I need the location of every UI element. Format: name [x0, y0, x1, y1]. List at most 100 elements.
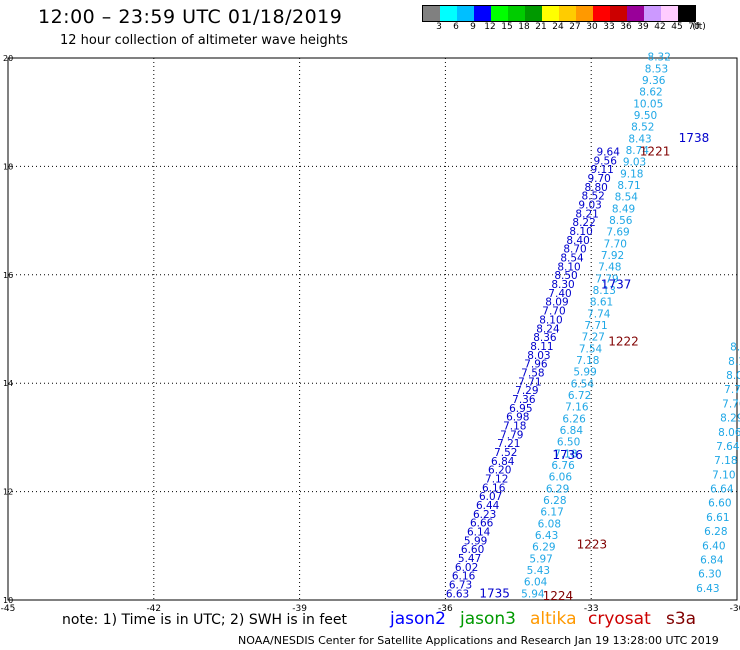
wave-height-value: 6.40: [702, 540, 725, 552]
wave-height-value: 7.96: [524, 359, 548, 371]
wave-height-value: 6.72: [568, 390, 591, 402]
wave-height-value: 6.29: [546, 483, 569, 495]
wave-height-value: 6.08: [538, 518, 561, 530]
wave-height-value: 5.47: [458, 553, 481, 565]
wave-height-value: 8.22: [572, 217, 595, 229]
wave-height-value: 6.64: [710, 484, 734, 496]
wave-height-value: 7.58: [521, 367, 544, 379]
wave-height-value: 8.52: [581, 191, 604, 203]
wave-height-value: 6.14: [467, 526, 491, 538]
wave-height-value: 8.54: [560, 253, 584, 265]
wave-height-value: 6.23: [473, 509, 496, 521]
colorbar-swatch: [593, 6, 610, 21]
wave-height-value: 8.09: [545, 297, 568, 309]
wave-height-value: 9.18: [620, 168, 643, 180]
credit-line: NOAA/NESDIS Center for Satellite Applica…: [238, 634, 719, 647]
satellite-legend-jason2: jason2: [390, 609, 446, 629]
colorbar-swatch: [457, 6, 474, 21]
wave-height-value: 8.62: [639, 87, 662, 99]
wave-height-value: 6.29: [532, 542, 555, 554]
wave-height-value: 5.94: [521, 588, 545, 600]
wave-height-value: 6.95: [509, 403, 532, 415]
wave-height-value: 8.22: [730, 342, 740, 354]
wave-height-value: 8.32: [648, 52, 671, 64]
colorbar-label: 12: [484, 22, 496, 32]
wave-height-value: 8.03: [527, 350, 550, 362]
colorbar-swatch: [491, 6, 508, 21]
wave-height-value: 8.13: [728, 356, 740, 368]
wave-height-value: 5.99: [573, 367, 596, 379]
wave-height-value: 8.29: [720, 413, 740, 425]
wave-height-value: 7.79: [595, 273, 618, 285]
wave-height-value: 8.21: [575, 208, 598, 220]
wave-height-value: 6.04: [524, 577, 548, 589]
wave-height-value: 8.13: [593, 285, 616, 297]
wave-height-value: 6.02: [455, 562, 478, 574]
wave-height-value: 7.40: [548, 288, 571, 300]
wave-height-value: 8.74: [626, 145, 650, 157]
wave-height-value: 8.61: [590, 297, 613, 309]
wave-height-value: 5.99: [464, 535, 487, 547]
wave-height-value: 7.92: [601, 250, 624, 262]
pass-time-label: 1736: [552, 448, 583, 462]
lon-tick-label: -42: [146, 604, 161, 614]
wave-height-value: 7.10: [712, 469, 735, 481]
wave-height-value: 7.70: [542, 306, 565, 318]
wave-height-value: 6.50: [557, 437, 580, 449]
colorbar-label: 21: [535, 22, 547, 32]
satellite-legend-jason3: jason3: [460, 609, 516, 629]
colorbar-swatch: [610, 6, 627, 21]
wave-height-value: 7.12: [485, 473, 508, 485]
wave-height-value: 6.63: [446, 588, 469, 600]
wave-height-value: 6.44: [476, 500, 500, 512]
wave-height-value: 8.70: [563, 244, 586, 256]
wave-height-value: 6.26: [562, 413, 586, 425]
colorbar-swatch: [576, 6, 593, 21]
wave-height-value: 9.03: [623, 157, 646, 169]
wave-height-value: 9.03: [578, 200, 601, 212]
wave-height-value: 6.84: [560, 425, 584, 437]
wave-height-value: 6.20: [488, 465, 511, 477]
wave-height-value: 6.30: [698, 569, 721, 581]
colorbar-swatch: [508, 6, 525, 21]
satellite-legend-s3a: s3a: [666, 609, 697, 629]
wave-height-value: 9.64: [597, 147, 621, 159]
wave-height-value: 5.43: [527, 565, 550, 577]
colorbar-label: 6: [453, 22, 459, 32]
wave-height-value: 7.52: [494, 447, 517, 459]
wave-height-value: 9.70: [587, 173, 610, 185]
wave-height-value: 8.36: [533, 332, 557, 344]
wave-height-value: 6.61: [706, 512, 729, 524]
wave-height-value: 9.50: [634, 110, 657, 122]
wave-height-value: 6.66: [470, 518, 494, 530]
colorbar-label: 3: [436, 22, 442, 32]
satellite-legend-altika: altika: [530, 609, 577, 629]
wave-height-value: 7.29: [515, 385, 538, 397]
wave-height-value: 8.53: [645, 63, 668, 75]
wave-height-value: 8.10: [569, 226, 592, 238]
wave-height-value: 7.48: [598, 262, 621, 274]
colorbar-label: 45: [671, 22, 683, 32]
wave-height-value: 8.40: [566, 235, 589, 247]
wave-height-value: 7.76: [722, 398, 740, 410]
wave-height-value: 8.56: [609, 215, 633, 227]
colorbar-label: 15: [501, 22, 513, 32]
wave-height-value: 8.71: [617, 180, 640, 192]
colorbar-label: 30: [586, 22, 598, 32]
wave-height-value: 8.10: [539, 314, 562, 326]
wave-height-value: 7.18: [554, 448, 577, 460]
wave-height-value: 7.16: [565, 402, 589, 414]
lat-tick-label: 10: [3, 596, 13, 605]
wave-height-value: 6.43: [696, 583, 719, 595]
colorbar-label: 33: [603, 22, 615, 32]
pass-time-label: 1222: [608, 334, 639, 348]
wave-height-value: 6.76: [551, 460, 575, 472]
colorbar-swatch: [627, 6, 644, 21]
pass-time-label: 1737: [601, 277, 632, 291]
wave-height-value: 6.84: [700, 554, 724, 566]
pass-time-label: 1223: [577, 538, 608, 552]
wave-height-value: 8.54: [615, 192, 639, 204]
wave-height-value: 6.60: [708, 498, 731, 510]
wave-height-value: 7.71: [518, 376, 541, 388]
